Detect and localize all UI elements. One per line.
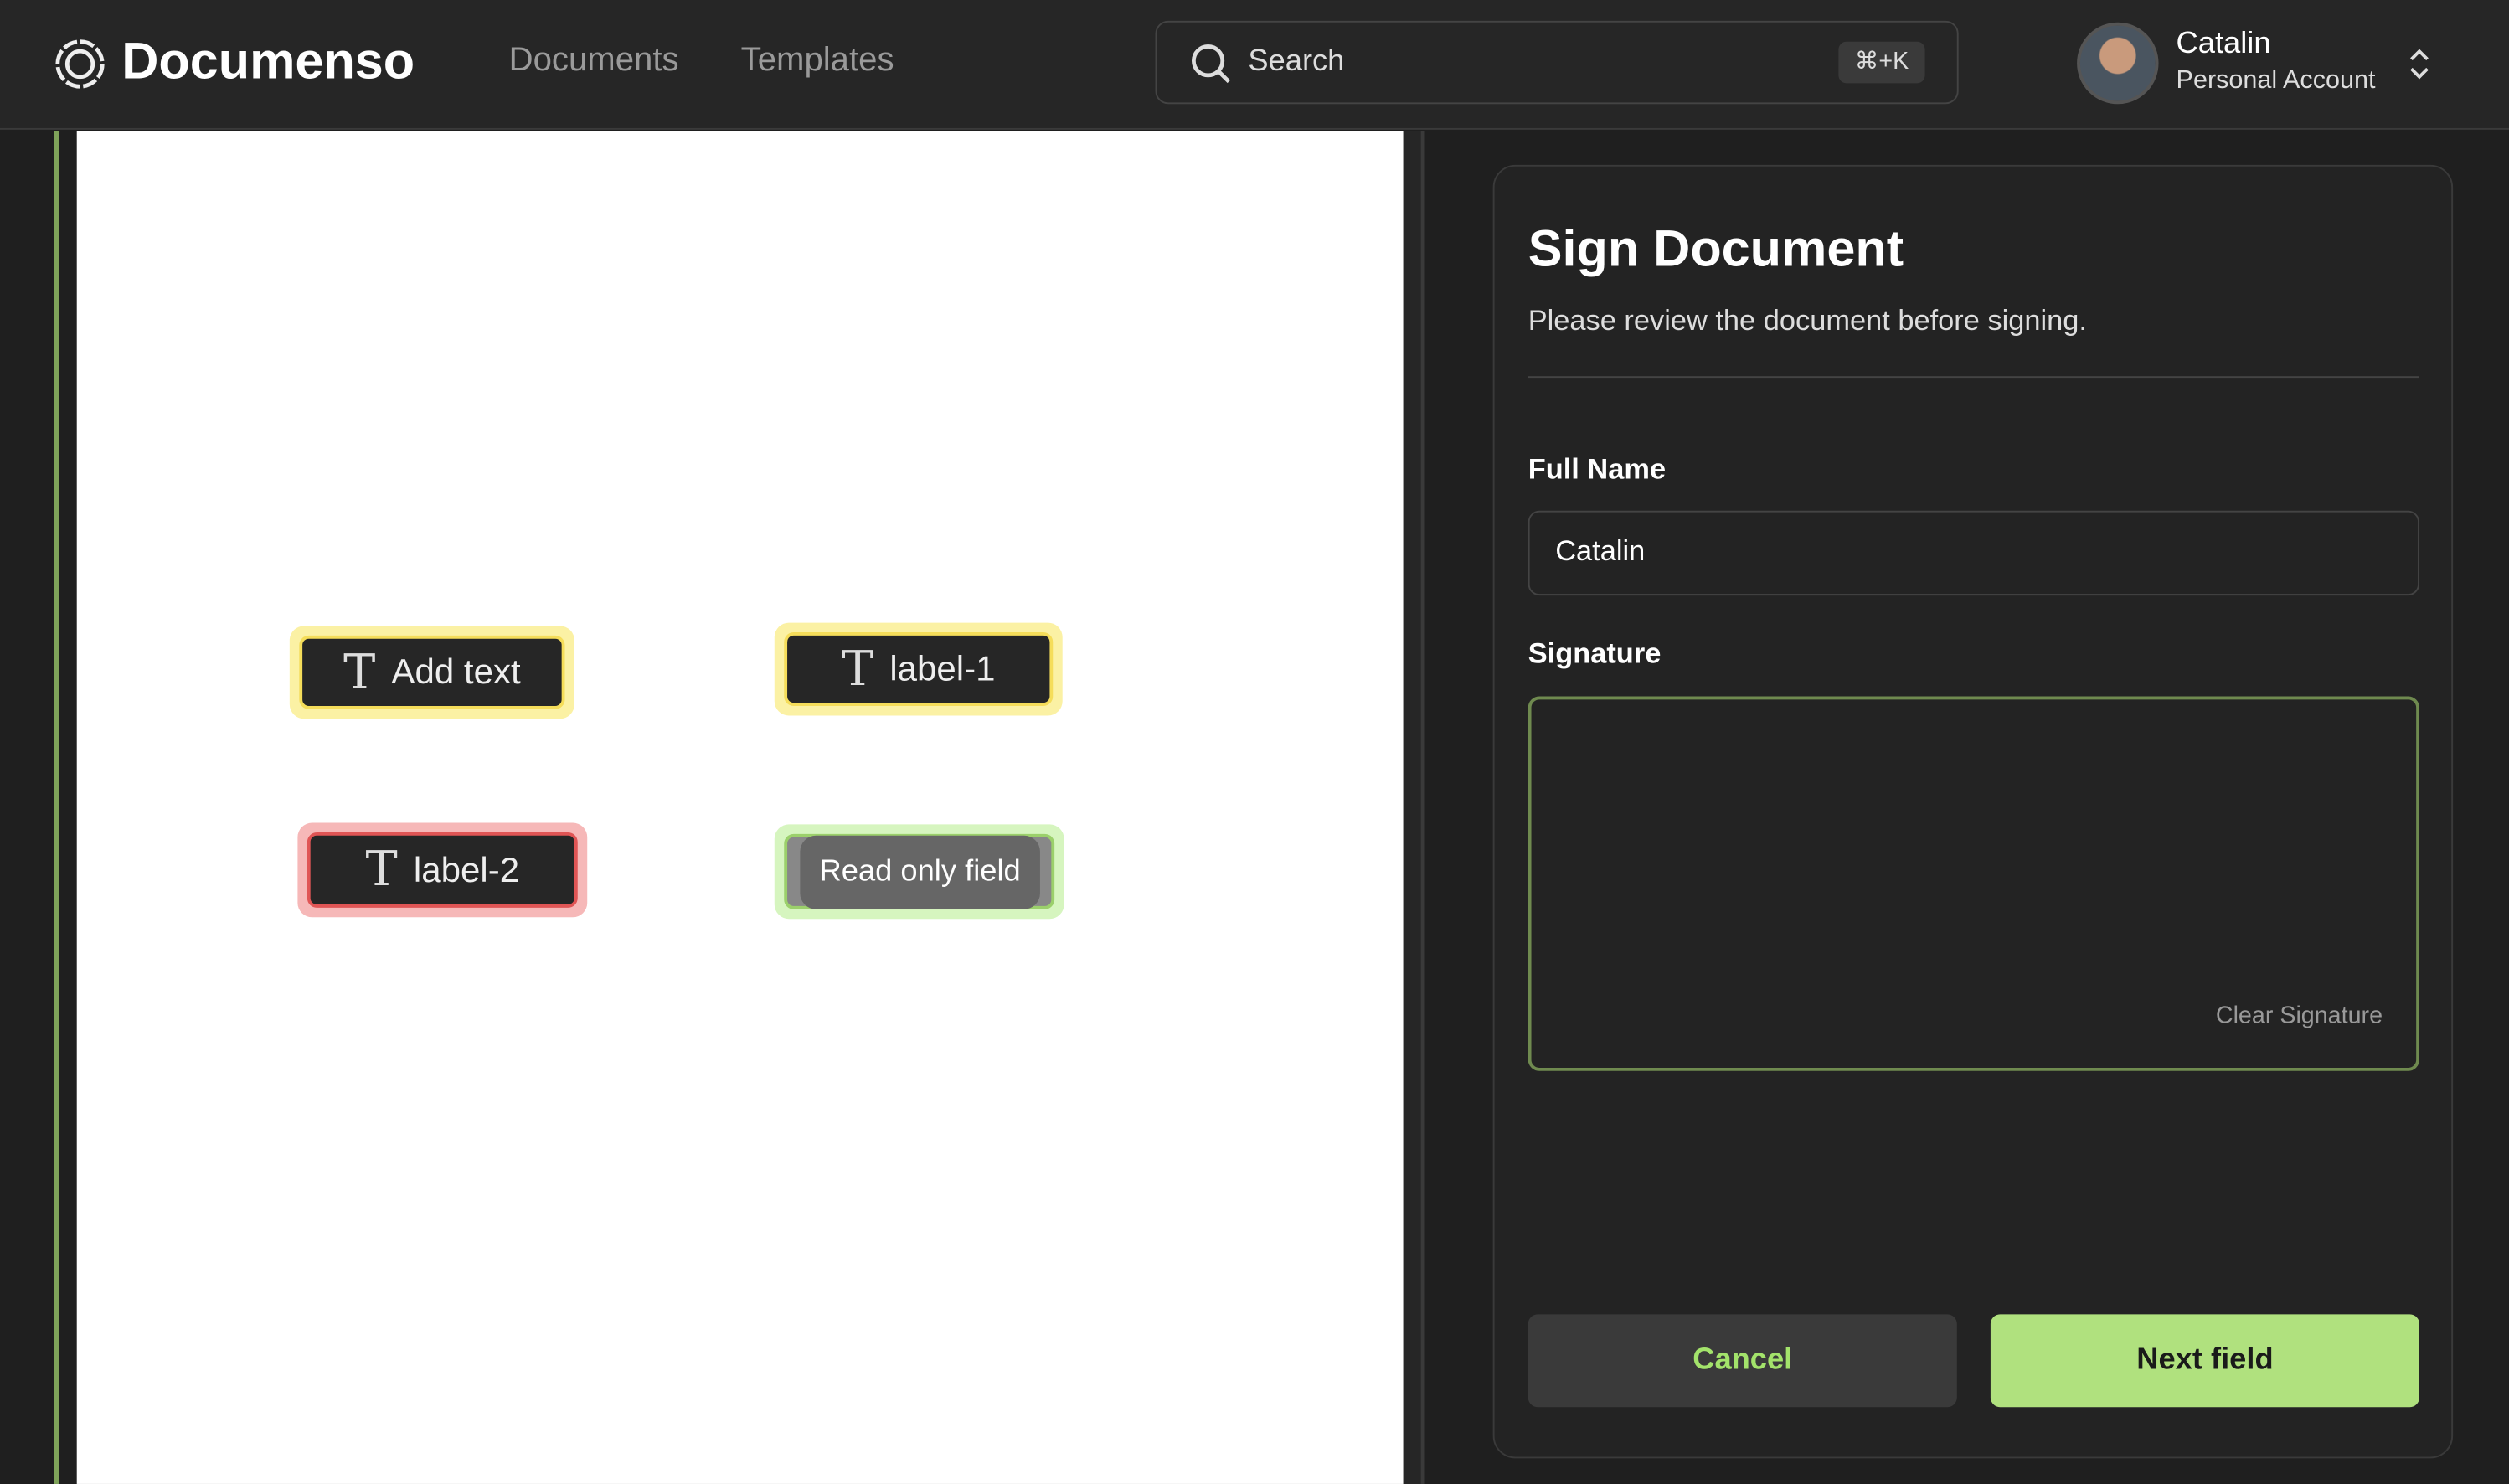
cancel-button[interactable]: Cancel: [1528, 1314, 1957, 1408]
field-label: label-1: [889, 648, 996, 688]
search-icon: [1191, 44, 1231, 84]
account-switch[interactable]: [2405, 45, 2434, 84]
nav-link[interactable]: Templates: [740, 41, 894, 79]
clear-signature[interactable]: Clear Signature: [2215, 1002, 2383, 1030]
account-name: Personal Account: [2176, 67, 2376, 95]
read-only-field: Read only field: [774, 824, 1064, 920]
sign-panel: Sign Document Please review the document…: [1492, 164, 2454, 1459]
brand[interactable]: Documenso: [121, 32, 415, 90]
header: Documenso Documents Templates Search ⌘+K…: [0, 0, 2509, 130]
logo-icon: [55, 39, 105, 89]
field-label: Add text: [391, 651, 521, 692]
user-name: Catalin: [2176, 27, 2271, 61]
panel-title: Sign Document: [1528, 219, 1904, 277]
shortcut: ⌘+K: [1838, 41, 1925, 84]
tooltip: Read only field: [800, 835, 1040, 909]
text-field[interactable]: T Add text: [289, 626, 574, 719]
panel-subtitle: Please review the document before signin…: [1528, 304, 2087, 337]
full-name-input[interactable]: Catalin: [1528, 510, 2419, 596]
nav-link[interactable]: Documents: [508, 41, 679, 79]
avatar[interactable]: [2077, 22, 2159, 105]
separator: [1528, 376, 2419, 379]
signature-pad[interactable]: Clear Signature: [1528, 696, 2419, 1071]
divider: [1403, 131, 1425, 1484]
search-box[interactable]: Search ⌘+K: [1155, 20, 1959, 105]
field-label: Full Name: [1528, 452, 1667, 486]
page-marker: [54, 131, 59, 1484]
field-label: Signature: [1528, 636, 1662, 670]
next-button[interactable]: Next field: [1990, 1314, 2419, 1408]
field-label: label-2: [413, 849, 520, 889]
search-placeholder: Search: [1248, 44, 1345, 79]
